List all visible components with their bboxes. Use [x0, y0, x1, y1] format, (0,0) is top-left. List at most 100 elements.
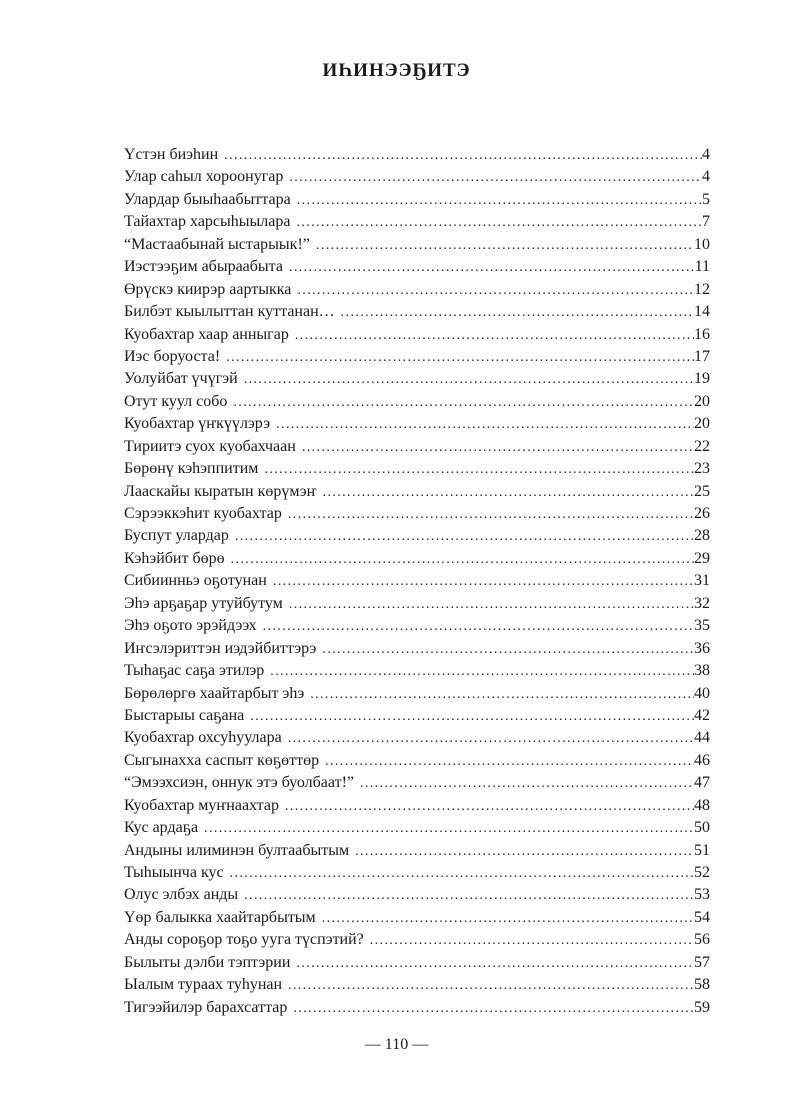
toc-entry-title: Үөр балыкка хаайтарбытым — [124, 908, 316, 926]
toc-entry-page: 5 — [702, 190, 710, 208]
toc-entry-title: Ыалым тураах туһунан — [124, 976, 283, 994]
toc-entry-title: Сибиинньэ оҕотунан — [124, 572, 267, 590]
dot-leader — [322, 911, 694, 927]
toc-entry-page: 56 — [694, 931, 710, 949]
toc-entry: Былыты дэлби тэптэрии 57 — [124, 954, 710, 976]
toc-entry: “Мастаабынай ыстарыык!” 10 — [124, 236, 710, 258]
toc-entry-page: 32 — [694, 594, 710, 612]
toc-entry: Билбэт кыылыттан куттанан… 14 — [124, 303, 710, 325]
dot-leader — [296, 215, 702, 231]
dot-leader — [288, 978, 694, 994]
toc-entry-title: Сэрээккэһит куобахтар — [124, 505, 282, 522]
toc-entry: Сыгынахха саспыт көҕөттөр 46 — [124, 752, 710, 774]
toc-entry: Олус элбэх анды 53 — [124, 886, 710, 908]
toc-entry-title: Тайахтар харсыһыылара — [124, 213, 291, 231]
dot-leader — [289, 170, 702, 186]
dot-leader — [233, 395, 694, 411]
toc-entry: Улар саһыл хороонугар 4 — [124, 168, 710, 190]
dot-leader — [231, 552, 694, 568]
toc-entry-page: 4 — [702, 168, 710, 186]
toc-entry-page: 54 — [694, 908, 710, 926]
dot-leader — [289, 597, 694, 613]
toc-entry-page: 59 — [694, 998, 710, 1016]
toc-entry-title: Куобахтар муҥнаахтар — [124, 796, 279, 814]
toc-entry: Куобахтар муҥнаахтар 48 — [124, 797, 710, 819]
toc-entry: Быстарыы саҕана 42 — [124, 707, 710, 729]
toc-entry-page: 16 — [694, 325, 710, 343]
table-of-contents: Үстэн биэһин 4 Улар саһыл хороонугар 4 Улард… — [124, 146, 710, 1021]
page-title: ИҺИНЭЭҔИТЭ — [322, 60, 471, 81]
toc-entry-page: 4 — [702, 146, 710, 163]
toc-entry-title: Өрүскэ киирэр аартыкка — [124, 280, 292, 298]
toc-entry: Улардар быыһаабыттара 5 — [124, 191, 710, 213]
toc-entry: “Эмээхсиэн, оннук этэ буолбаат!” 47 — [124, 774, 710, 796]
toc-entry-page: 25 — [694, 482, 710, 500]
toc-entry: Тайахтар харсыһыылара 7 — [124, 213, 710, 235]
dot-leader — [224, 148, 702, 164]
toc-entry: Тириитэ суох куобахчаан 22 — [124, 438, 710, 460]
dot-leader — [322, 642, 694, 658]
toc-entry-page: 36 — [694, 639, 710, 657]
toc-entry-title: Билбэт кыылыттан куттанан… — [124, 303, 335, 321]
toc-entry-page: 17 — [694, 347, 710, 365]
dot-leader — [263, 619, 694, 635]
toc-entry-page: 42 — [694, 706, 710, 724]
toc-entry-page: 58 — [694, 976, 710, 994]
toc-entry: Бөрөлөргө хаайтарбыт эһэ 40 — [124, 685, 710, 707]
toc-entry-title: “Мастаабынай ыстарыык!” — [124, 235, 310, 253]
toc-entry-page: 52 — [694, 864, 710, 881]
toc-entry: Ыалым тураах туһунан 58 — [124, 976, 710, 998]
toc-entry-page: 51 — [694, 841, 710, 859]
toc-entry: Уолуйбат үчүгэй 19 — [124, 370, 710, 392]
toc-entry-page: 44 — [694, 729, 710, 747]
dot-leader — [302, 440, 694, 456]
toc-entry-page: 57 — [694, 953, 710, 971]
toc-entry-page: 12 — [694, 280, 710, 298]
toc-entry-title: Эһэ оҕото эрэйдээх — [124, 617, 257, 635]
toc-entry: Буспут улардар 28 — [124, 527, 710, 549]
dot-leader — [310, 687, 694, 703]
toc-entry-title: “Эмээхсиэн, оннук этэ буолбаат!” — [124, 774, 355, 792]
dot-leader — [288, 731, 694, 747]
dot-leader — [264, 462, 694, 478]
toc-entry-page: 10 — [694, 235, 710, 253]
dot-leader — [296, 956, 694, 972]
toc-entry-title: Кэһэйбит бөрө — [124, 549, 225, 567]
page-number: — 110 — — [364, 1036, 429, 1053]
toc-entry-title: Улардар быыһаабыттара — [124, 190, 291, 208]
toc-entry-title: Эһэ арҕаҕар утуйбутум — [124, 594, 283, 612]
toc-entry-page: 28 — [694, 527, 710, 545]
dot-leader — [289, 260, 695, 276]
toc-entry-title: Куобахтар хаар анныгар — [124, 325, 289, 343]
toc-entry-title: Бөрөнү кэһэппитим — [124, 460, 259, 478]
toc-entry-title: Буспут улардар — [124, 527, 229, 545]
toc-entry-page: 23 — [694, 460, 710, 478]
toc-entry-page: 35 — [694, 617, 710, 635]
toc-entry-title: Улар саһыл хороонугар — [124, 168, 284, 186]
toc-entry: Кэһэйбит бөрө 29 — [124, 550, 710, 572]
toc-entry-title: Тириитэ суох куобахчаан — [124, 437, 296, 455]
dot-leader — [297, 283, 694, 299]
toc-entry-title: Тигээйилэр барахсаттар — [124, 998, 288, 1016]
toc-entry-page: 11 — [694, 258, 710, 276]
toc-entry-page: 47 — [694, 774, 710, 792]
toc-entry-title: Олус элбэх анды — [124, 886, 239, 904]
toc-entry: Үстэн биэһин 4 — [124, 146, 710, 168]
dot-leader — [285, 799, 694, 815]
toc-entry-page: 26 — [694, 505, 710, 522]
toc-entry-page: 20 — [694, 392, 710, 410]
toc-entry: Кус ардаҕа 50 — [124, 819, 710, 841]
toc-entry: Үөр балыкка хаайтарбытым 54 — [124, 909, 710, 931]
toc-entry-page: 20 — [694, 415, 710, 433]
toc-entry-title: Иэс боруоста! — [124, 347, 221, 365]
toc-entry-title: Куобахтар үҥкүүлэрэ — [124, 415, 271, 433]
toc-entry-title: Лааскайы кыратын көрүмэҥ — [124, 482, 317, 500]
toc-entry-page: 50 — [694, 819, 710, 837]
toc-entry: Эһэ арҕаҕар утуйбутум 32 — [124, 595, 710, 617]
toc-entry-title: Үстэн биэһин — [124, 146, 219, 163]
dot-leader — [273, 574, 694, 590]
toc-entry: Иҥсэлэриттэн иэдэйбиттэрэ 36 — [124, 640, 710, 662]
toc-entry-page: 22 — [694, 437, 710, 455]
dot-leader — [250, 709, 694, 725]
toc-entry: Тыһаҕас саҕа этилэр 38 — [124, 662, 710, 684]
